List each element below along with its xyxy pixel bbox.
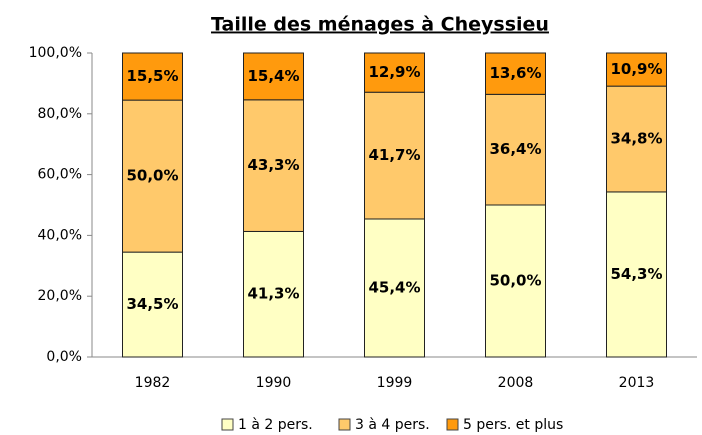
- bar-segment: [606, 52, 667, 87]
- data-label: 54,3%: [610, 265, 662, 283]
- bar-segment: [485, 52, 546, 95]
- data-label: 41,7%: [368, 146, 420, 164]
- y-tick-label: 100,0%: [29, 45, 82, 61]
- x-tick-label: 1999: [377, 375, 413, 391]
- bar-segment: [122, 99, 183, 253]
- data-label: 50,0%: [126, 167, 178, 185]
- data-label: 43,3%: [247, 156, 299, 174]
- data-label: 45,4%: [368, 278, 420, 296]
- data-label: 13,6%: [489, 64, 541, 82]
- bar-segment: [122, 52, 183, 101]
- bar-segment: [122, 251, 183, 358]
- legend-label: 5 pers. et plus: [463, 417, 563, 433]
- legend-swatch: [338, 418, 351, 431]
- x-tick-label: 1990: [256, 375, 292, 391]
- bar-segment: [364, 52, 425, 93]
- data-label: 15,5%: [126, 67, 178, 85]
- data-label: 10,9%: [610, 60, 662, 78]
- data-label: 36,4%: [489, 140, 541, 158]
- data-label: 12,9%: [368, 63, 420, 81]
- data-label: 41,3%: [247, 285, 299, 303]
- y-tick-label: 80,0%: [38, 106, 82, 122]
- x-tick-label: 2013: [619, 375, 655, 391]
- bar-segment: [606, 191, 667, 358]
- data-label: 50,0%: [489, 272, 541, 290]
- data-label: 34,8%: [610, 130, 662, 148]
- legend-label: 3 à 4 pers.: [355, 417, 430, 433]
- bar-segment: [243, 99, 304, 232]
- y-tick-label: 40,0%: [38, 227, 82, 243]
- legend-swatch: [446, 418, 459, 431]
- data-label: 34,5%: [126, 295, 178, 313]
- data-label: 15,4%: [247, 67, 299, 85]
- bar-segment: [364, 91, 425, 220]
- legend-label: 1 à 2 pers.: [238, 417, 313, 433]
- y-tick-label: 20,0%: [38, 288, 82, 304]
- legend-swatch: [221, 418, 234, 431]
- bar-segment: [485, 93, 546, 206]
- x-tick-label: 2008: [498, 375, 534, 391]
- bar-segment: [243, 230, 304, 358]
- chart-title: Taille des ménages à Cheyssieu: [211, 14, 549, 36]
- bar-segment: [243, 52, 304, 101]
- y-tick-label: 0,0%: [46, 349, 82, 365]
- x-tick-label: 1982: [135, 375, 171, 391]
- y-tick-label: 60,0%: [38, 167, 82, 183]
- bar-segment: [485, 204, 546, 358]
